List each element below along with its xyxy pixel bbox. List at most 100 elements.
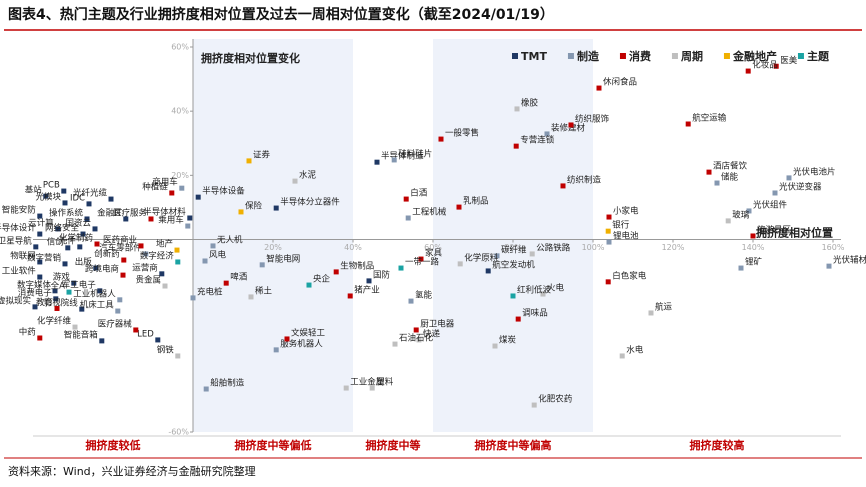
point [246, 158, 252, 164]
point-label: 金融IT [97, 207, 123, 218]
point [273, 347, 279, 353]
legend-label: 消费 [629, 49, 651, 63]
point-label: 文娱轻工 [291, 327, 326, 338]
point-label: 火电 [547, 283, 565, 294]
point [84, 216, 90, 222]
point-label: 保险 [245, 200, 263, 211]
point [284, 336, 290, 342]
x-tick-label: 60% [424, 243, 442, 252]
point [185, 223, 191, 229]
point [248, 294, 254, 300]
point [155, 337, 161, 343]
point [391, 157, 397, 163]
point-label: 操作系统 [49, 207, 84, 218]
point [259, 262, 265, 268]
point-label: 服务机器人 [280, 338, 323, 349]
point-label: 创新药 [94, 249, 120, 260]
point-label: 家具 [425, 248, 443, 259]
point [61, 188, 67, 194]
point-label: 公路铁路 [536, 242, 571, 253]
point [529, 251, 535, 257]
point [80, 231, 86, 237]
point [596, 85, 602, 91]
point [772, 190, 778, 196]
point-label: 证券 [253, 149, 271, 160]
point-label: 云计算 [28, 217, 54, 228]
point [750, 233, 756, 239]
point [510, 293, 516, 299]
y-tick-label: 40% [171, 107, 189, 116]
point [374, 159, 380, 165]
point [117, 297, 123, 303]
point-label: 医药商业 [103, 234, 137, 245]
point-label: 影视院线 [44, 298, 79, 309]
point-label: 船舶制造 [210, 378, 245, 389]
x-axis-title: 拥挤度相对位置 [756, 226, 833, 240]
point-label: 白酒 [410, 188, 428, 199]
point-label: 光伏组件 [753, 199, 788, 210]
x-tick-label: 100% [582, 243, 605, 252]
point [416, 337, 422, 343]
zone-label: 拥挤度中等偏高 [475, 438, 552, 452]
point [99, 338, 105, 344]
point [53, 296, 59, 302]
point [77, 244, 83, 250]
point [786, 175, 792, 181]
point-label: LED [137, 329, 154, 339]
point-label: 白色家电 [612, 270, 647, 281]
point-label: 厨卫电器 [420, 318, 455, 329]
point-label: 氢能 [415, 290, 433, 301]
point [54, 305, 60, 311]
point [238, 209, 244, 215]
point [143, 251, 149, 257]
x-tick-label: 80% [504, 243, 522, 252]
point [43, 193, 49, 199]
point-label: 快递 [423, 328, 441, 339]
point-label: 充电桩 [197, 286, 223, 297]
point-label: 光伏辅材 [833, 255, 866, 266]
point [685, 121, 691, 127]
point-label: 一带一路 [405, 257, 440, 268]
point [37, 231, 43, 237]
point-label: 央企 [313, 274, 331, 285]
point [203, 386, 209, 392]
point-label: 小家电 [613, 206, 639, 217]
point [485, 268, 491, 274]
point-label: PCB [43, 181, 60, 191]
point-label: 中药 [19, 326, 36, 337]
point [223, 280, 229, 286]
point-label: 运营商 [132, 262, 158, 273]
point [92, 226, 98, 232]
point-label: 煤炭 [499, 335, 517, 346]
point-label: 乳制品 [463, 196, 489, 207]
x-tick-label: 140% [742, 243, 765, 252]
point [403, 196, 409, 202]
point-label: 猪产业 [354, 284, 380, 295]
point-label: 装修建材 [551, 122, 586, 133]
point [37, 335, 43, 341]
point [408, 298, 414, 304]
point-label: 风电 [209, 249, 227, 260]
point [560, 183, 566, 189]
point [138, 243, 144, 249]
point [72, 324, 78, 330]
point [492, 343, 498, 349]
zone-label: 拥挤度中等偏低 [235, 438, 312, 452]
point [418, 256, 424, 262]
legend-swatch [512, 53, 518, 59]
point-label: 锂矿 [745, 257, 763, 268]
point [32, 304, 38, 310]
point [606, 214, 612, 220]
point-label: 工业软件 [2, 266, 37, 277]
point [413, 327, 419, 333]
y-tick-label: 20% [171, 171, 189, 180]
point [71, 280, 77, 286]
y-tick-label: -60% [168, 428, 189, 437]
point-label: 化学制药 [59, 232, 93, 243]
point [738, 265, 744, 271]
point [398, 265, 404, 271]
point [120, 272, 126, 278]
legend-swatch [567, 53, 574, 59]
